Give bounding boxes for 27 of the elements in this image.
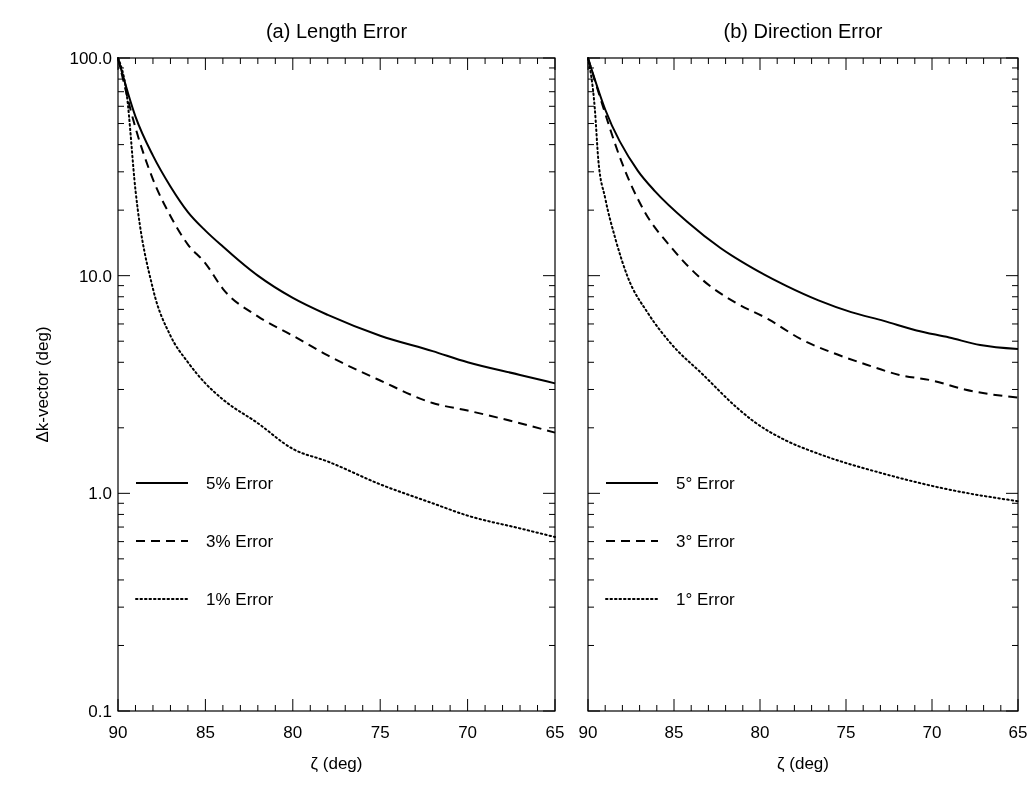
chart-title: (b) Direction Error [723, 20, 883, 42]
x-tick-label: 75 [370, 723, 390, 742]
x-tick-label: 65 [1008, 723, 1028, 742]
legend-label: 3° Error [676, 532, 736, 551]
x-tick-label: 65 [545, 723, 565, 742]
legend-label: 5° Error [676, 474, 736, 493]
legend-label: 1° Error [676, 590, 736, 609]
x-tick-label: 85 [664, 723, 684, 742]
y-tick-label: 100.0 [69, 49, 112, 68]
x-tick-label: 90 [578, 723, 598, 742]
legend-label: 3% Error [206, 532, 274, 551]
y-tick-label: 1.0 [88, 484, 112, 504]
x-axis-title: ζ (deg) [310, 754, 363, 773]
x-tick-label: 80 [283, 723, 303, 742]
x-tick-label: 70 [458, 723, 478, 742]
chart-title: (a) Length Error [265, 20, 408, 42]
x-tick-label: 70 [922, 723, 942, 742]
y-tick-label: 0.1 [88, 702, 112, 721]
x-tick-label: 80 [750, 723, 770, 742]
x-axis-title: ζ (deg) [777, 754, 829, 773]
x-tick-label: 85 [195, 723, 215, 742]
x-tick-label: 75 [836, 723, 856, 742]
legend-label: 5% Error [206, 474, 274, 493]
legend-label: 1% Error [206, 590, 274, 609]
x-tick-label: 90 [108, 723, 128, 742]
y-axis-title: Δk-vector (deg) [33, 326, 52, 443]
y-tick-label: 10.0 [78, 266, 112, 286]
